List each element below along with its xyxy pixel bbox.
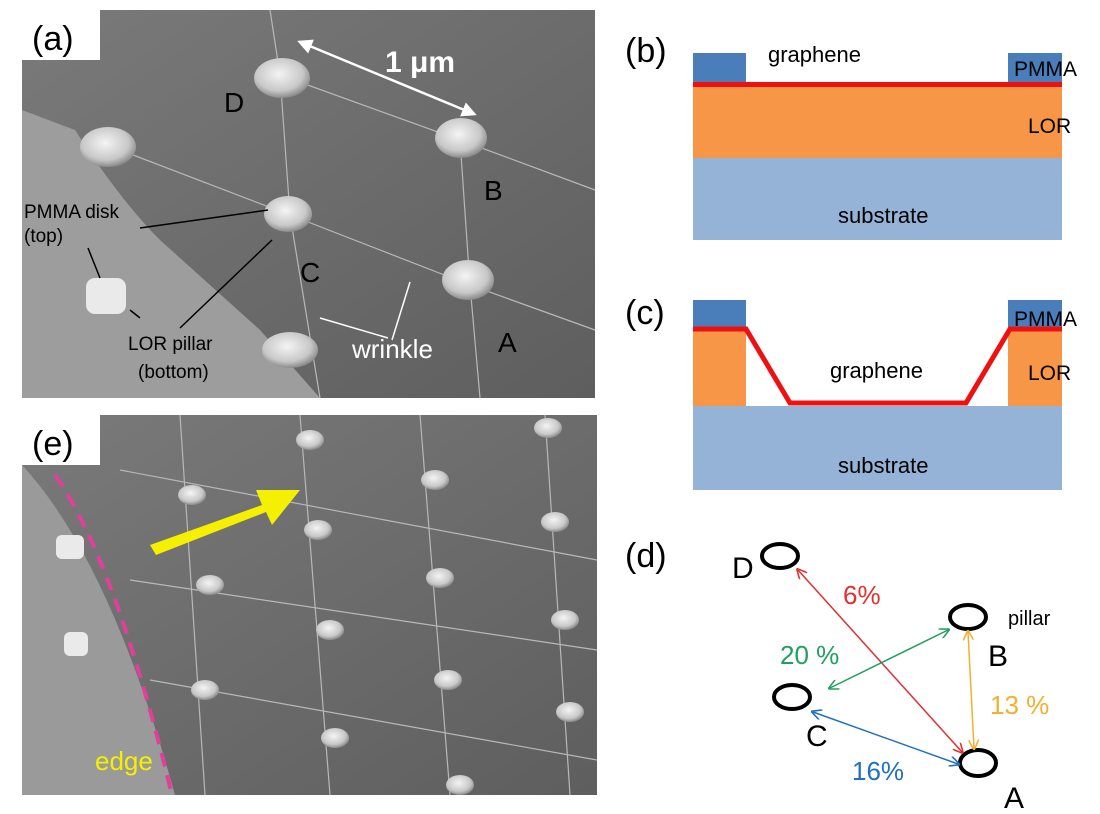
pillar xyxy=(64,632,88,656)
pillar-label: A xyxy=(1004,782,1024,814)
pmma-block xyxy=(693,53,746,83)
pillar xyxy=(435,118,487,158)
figure: (a) 1 μm D B C A PMMA disk (top) LOR pil… xyxy=(0,0,1100,814)
strain-label: 16% xyxy=(852,756,904,786)
pillar xyxy=(442,260,494,300)
pillar-label: pillar xyxy=(1008,608,1051,630)
pillar xyxy=(262,332,318,368)
graphene-label: graphene xyxy=(768,42,861,67)
pmma-disk-label: (top) xyxy=(24,226,63,247)
pillar-label: B xyxy=(988,640,1008,673)
panel-label: (a) xyxy=(32,20,74,58)
strain-arrow xyxy=(830,630,948,688)
pmma-label: PMMA xyxy=(1014,308,1077,331)
panel-c: (c) PMMA graphene LOR substrate xyxy=(625,294,1077,490)
scale-label: 1 μm xyxy=(385,46,455,79)
pillar xyxy=(264,196,312,232)
pillar-label: D xyxy=(732,552,754,585)
pillar-label: C xyxy=(806,720,828,753)
lor-pillar-label: LOR pillar xyxy=(128,334,213,355)
pillar xyxy=(80,127,136,167)
panel-b: (b) graphene PMMA LOR substrate xyxy=(625,32,1077,240)
panel-label: (b) xyxy=(625,32,667,70)
panel-e: (e) edge xyxy=(22,415,597,795)
lor-pillar xyxy=(693,331,746,406)
strain-label: 13 % xyxy=(990,690,1049,720)
pillar xyxy=(254,58,310,98)
pillar-label: A xyxy=(498,327,517,358)
lor-layer xyxy=(693,87,1062,158)
strain-arrow xyxy=(968,632,974,748)
substrate-label: substrate xyxy=(838,453,929,478)
pillar xyxy=(56,535,84,559)
panel-d: (d) D B C A pillar 6% 20 % 13 % 16% xyxy=(625,537,1051,814)
pillar xyxy=(86,278,126,314)
graphene-layer xyxy=(693,82,1062,87)
panel-label: (d) xyxy=(625,537,667,575)
graphene-label: graphene xyxy=(830,358,923,383)
wrinkle-label: wrinkle xyxy=(351,334,433,364)
page: (a) 1 μm D B C A PMMA disk (top) LOR pil… xyxy=(0,0,1100,814)
panel-label: (e) xyxy=(32,425,74,463)
pmma-block xyxy=(693,300,746,327)
pillar-label: B xyxy=(484,175,503,206)
panel-label: (c) xyxy=(625,294,665,332)
edge-label: edge xyxy=(95,746,153,776)
panel-a: (a) 1 μm D B C A PMMA disk (top) LOR pil… xyxy=(22,10,595,398)
strain-label: 20 % xyxy=(780,640,839,670)
pmma-label: PMMA xyxy=(1014,58,1077,81)
lor-pillar-label: (bottom) xyxy=(138,362,209,383)
pmma-disk-label: PMMA disk xyxy=(24,202,120,223)
substrate-label: substrate xyxy=(838,203,929,228)
pillar-label: D xyxy=(224,87,244,118)
strain-label: 6% xyxy=(843,580,881,610)
lor-label: LOR xyxy=(1028,115,1071,138)
lor-label: LOR xyxy=(1028,362,1071,385)
pillar-label: C xyxy=(300,257,320,288)
